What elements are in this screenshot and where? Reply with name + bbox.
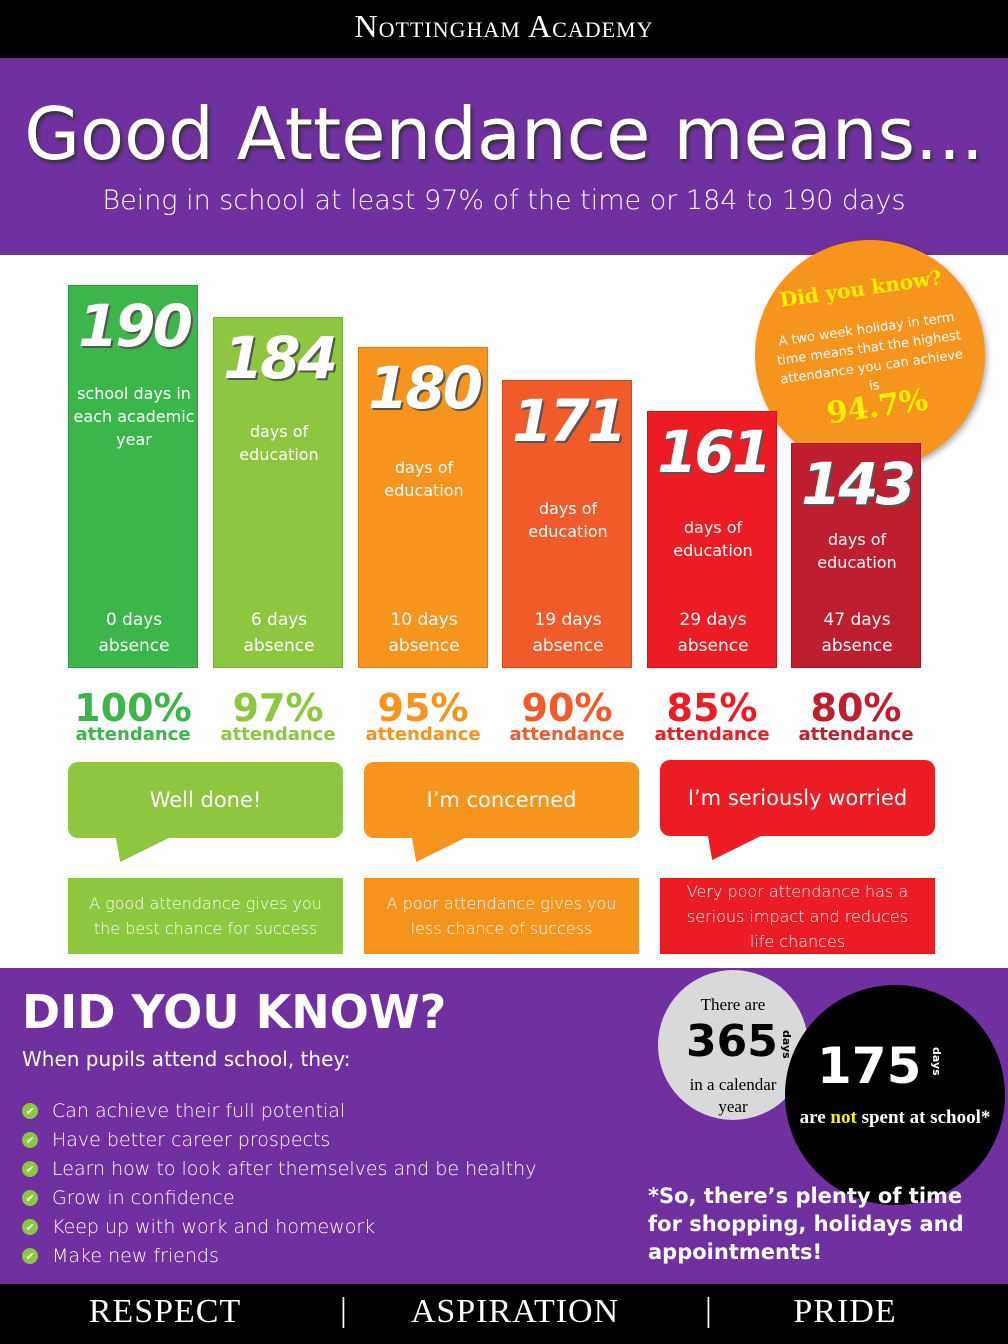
school-name: Nottingham Academy (354, 8, 654, 44)
fact-item: ✔ Learn how to look after themselves and … (22, 1158, 536, 1180)
column-days: 190 (77, 292, 193, 360)
fact-text: Can achieve their full potential (52, 1100, 346, 1122)
speech-bubble: Well done! (68, 762, 343, 838)
subtitle: Being in school at least 97% of the time… (102, 185, 906, 216)
attendance-label: attendance (75, 724, 191, 745)
free-post: spent at school* (861, 1107, 991, 1128)
title: Good Attendance means... (24, 92, 984, 176)
column-description: school days in each academic year (73, 384, 195, 449)
attendance-label: attendance (798, 724, 914, 745)
free-emphasis: not (830, 1107, 857, 1128)
fact-item: ✔ Keep up with work and homework (22, 1216, 375, 1238)
column-days: 171 (511, 387, 627, 455)
year-before: There are (700, 995, 766, 1014)
column: 190 school days in each academic year 0 da… (68, 285, 198, 668)
footer-value: PRIDE (793, 1293, 897, 1330)
percent: 97% (232, 686, 324, 730)
column-description: days of education (239, 422, 319, 464)
facts-heading: DID YOU KNOW? (22, 985, 447, 1039)
column-absence: 6 days absence (243, 610, 315, 656)
check-icon: ✔ (22, 1103, 38, 1119)
callout-heading: Did you know? (778, 265, 944, 312)
column-absence: 0 days absence (98, 610, 170, 656)
footer-value: RESPECT (88, 1293, 242, 1330)
footer-divider: | (340, 1292, 347, 1329)
speech-bubble: I’m seriously worried (660, 760, 935, 836)
check-icon: ✔ (22, 1132, 38, 1148)
note: *So, there’s plenty of time for shopping… (648, 1184, 964, 1264)
column: 184 days of education 6 days absence (213, 317, 343, 668)
free-text: are not spent at school* (795, 1105, 995, 1130)
column-absence: 10 days absence (388, 610, 460, 656)
check-icon: ✔ (22, 1248, 38, 1264)
check-icon: ✔ (22, 1161, 38, 1177)
column-days: 180 (367, 354, 483, 422)
message-text: A good attendance gives you the best cha… (68, 878, 343, 954)
column-description: days of education (528, 499, 608, 541)
column: 161 days of education 29 days absence (647, 411, 777, 668)
attendance-label: attendance (365, 724, 481, 745)
column-absence: 29 days absence (677, 610, 749, 656)
column-description: days of education (384, 458, 464, 500)
column-description: days of education (817, 530, 897, 572)
free-pre: are (799, 1107, 826, 1128)
fact-text: Grow in confidence (52, 1187, 235, 1209)
title-band (0, 58, 1008, 255)
bubble-tail (115, 837, 176, 862)
fact-text: Learn how to look after themselves and b… (52, 1158, 537, 1180)
column-absence: 19 days absence (532, 610, 604, 656)
fact-item: ✔ Grow in confidence (22, 1187, 235, 1209)
column-absence: 47 days absence (821, 610, 893, 656)
fact-text: Keep up with work and homework (52, 1216, 376, 1238)
percent: 95% (377, 686, 469, 730)
free-circle: 175 days are not spent at school* (785, 985, 1005, 1205)
year-unit: days (780, 1030, 793, 1059)
message-text: Very poor attendance has a serious impac… (660, 878, 935, 954)
column-days: 161 (656, 418, 772, 486)
attendance-label: attendance (220, 724, 336, 745)
speech-bubble: I’m concerned (364, 762, 639, 838)
bubble-tail (707, 835, 768, 860)
column-days: 143 (800, 450, 916, 518)
fact-text: Have better career prospects (52, 1129, 331, 1151)
check-icon: ✔ (22, 1190, 38, 1206)
attendance-label: attendance (654, 724, 770, 745)
year-number: 365 (686, 1016, 778, 1067)
footer-divider: | (705, 1292, 712, 1329)
fact-text: Make new friends (52, 1245, 219, 1267)
column: 180 days of education 10 days absence (358, 347, 488, 668)
column-description: days of education (673, 518, 753, 560)
free-number: 175 (817, 1037, 922, 1095)
bubble-tail (411, 837, 472, 862)
footer-value: ASPIRATION (410, 1293, 620, 1330)
percent: 80% (810, 686, 902, 730)
percent: 90% (521, 686, 613, 730)
column-days: 184 (222, 324, 338, 392)
fact-item: ✔ Can achieve their full potential (22, 1100, 345, 1122)
fact-item: ✔ Make new friends (22, 1245, 219, 1267)
facts-intro: When pupils attend school, they: (22, 1047, 351, 1071)
footer-bar (0, 1284, 1008, 1344)
year-after: in a calendar year (689, 1075, 777, 1116)
column: 143 days of education 47 days absence (791, 443, 921, 668)
year-circle: There are 365 days in a calendar year (658, 970, 808, 1120)
percent: 100% (74, 686, 192, 730)
column: 171 days of education 19 days absence (502, 380, 632, 668)
message-text: A poor attendance gives you less chance … (364, 878, 639, 954)
free-unit: days (930, 1047, 943, 1076)
fact-item: ✔ Have better career prospects (22, 1129, 330, 1151)
percent: 85% (666, 686, 758, 730)
attendance-label: attendance (509, 724, 625, 745)
check-icon: ✔ (22, 1219, 38, 1235)
header-bar (0, 0, 1008, 58)
